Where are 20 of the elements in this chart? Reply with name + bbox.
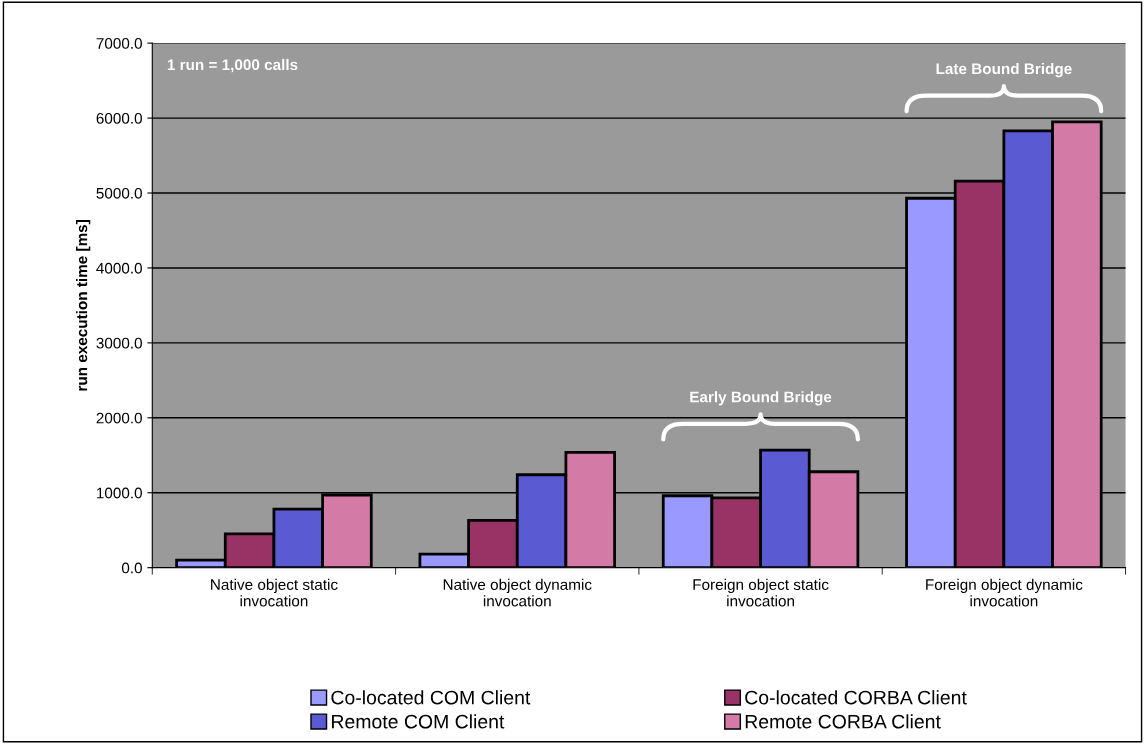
y-tick-label: 0.0 [121,562,142,574]
x-tick-label: Native object static invocation [211,578,338,607]
y-tick-label: 6000.0 [96,112,142,124]
y-tick-label: 1000.0 [97,487,142,499]
x-tick-label: Foreign object static invocation [693,578,829,607]
annotation: Late Bound Bridge [936,62,1072,78]
legend-label: Co-located CORBA Client [745,690,967,705]
y-tick-label: 4000.0 [96,262,142,274]
annotation: 1 run = 1,000 calls [167,58,298,73]
x-tick-label: Foreign object dynamic invocation [926,578,1083,607]
y-tick-label: 2000.0 [96,412,142,424]
y-tick-label: 3000.0 [96,337,142,349]
legend-label: Remote CORBA Client [745,714,941,729]
legend-label: Remote COM Client [332,714,505,729]
x-tick-label: Native object dynamic invocation [443,578,592,607]
y-axis-title: run execution time [ms] [76,220,91,391]
y-tick-label: 5000.0 [96,187,142,199]
legend-label: Co-located COM Client [331,690,531,705]
y-tick-label: 7000.0 [96,38,142,49]
annotation: Early Bound Bridge [690,391,832,406]
